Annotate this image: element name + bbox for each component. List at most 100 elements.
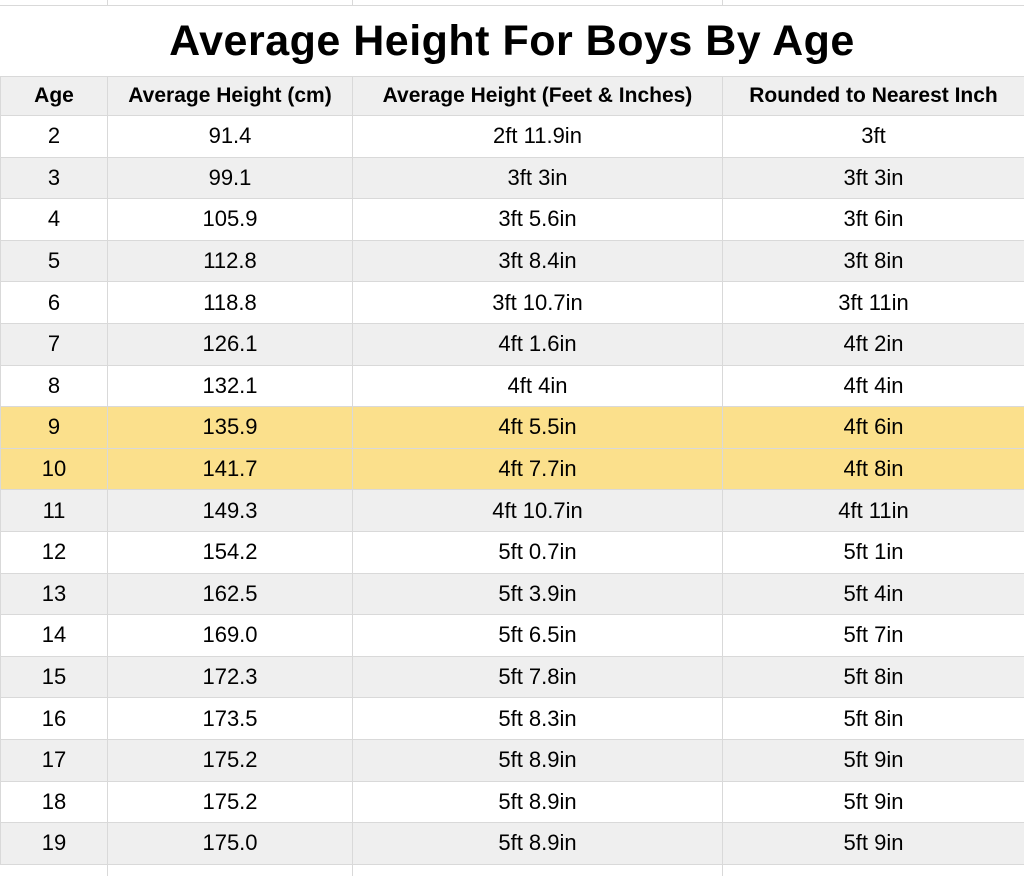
table-cell: 4ft 10.7in <box>352 489 723 532</box>
table-cell: 4ft 11in <box>722 489 1024 532</box>
table-cell: 3ft 10.7in <box>352 281 723 324</box>
table-cell: 175.2 <box>107 780 353 824</box>
table-row: 19 175.0 5ft 8.9in 5ft 9in <box>0 822 1024 865</box>
table-cell: 3ft 3in <box>352 156 723 200</box>
column-header-3: Rounded to Nearest Inch <box>722 76 1024 116</box>
table-cell: 5ft 0.7in <box>352 530 723 574</box>
table-cell: 118.8 <box>107 281 353 324</box>
bottom-row-remnant <box>0 864 1024 876</box>
table-cell: 4ft 1.6in <box>352 322 723 366</box>
table-cell: 12 <box>0 530 108 574</box>
cell-border-tick <box>722 864 723 876</box>
column-header-0: Age <box>0 76 108 116</box>
top-row-remnant <box>0 0 1024 6</box>
table-cell: 2ft 11.9in <box>352 115 723 158</box>
table-cell: 5ft 8in <box>722 655 1024 699</box>
cell-border-tick <box>352 864 353 876</box>
cell-border-tick <box>352 0 353 5</box>
table-cell: 4ft 2in <box>722 322 1024 366</box>
table-cell: 135.9 <box>107 406 353 449</box>
column-header-2: Average Height (Feet & Inches) <box>352 76 723 116</box>
table-cell: 175.0 <box>107 822 353 865</box>
table-cell: 5ft 9in <box>722 738 1024 782</box>
table-cell: 3 <box>0 156 108 200</box>
cell-border-tick <box>722 0 723 5</box>
table-cell: 5ft 8.9in <box>352 738 723 782</box>
table-cell: 126.1 <box>107 322 353 366</box>
table-cell: 4ft 4in <box>722 364 1024 408</box>
table-cell: 5ft 8in <box>722 697 1024 740</box>
table-cell: 3ft 5.6in <box>352 198 723 241</box>
table-cell: 3ft <box>722 115 1024 158</box>
table-cell: 175.2 <box>107 738 353 782</box>
table-cell: 9 <box>0 406 108 449</box>
table-row: 3 99.1 3ft 3in 3ft 3in <box>0 156 1024 200</box>
table-cell: 132.1 <box>107 364 353 408</box>
table-row: 15 172.3 5ft 7.8in 5ft 8in <box>0 655 1024 699</box>
table-row: 16 173.5 5ft 8.3in 5ft 8in <box>0 697 1024 740</box>
table-cell: 141.7 <box>107 447 353 491</box>
table-cell: 172.3 <box>107 655 353 699</box>
table-row: 2 91.4 2ft 11.9in 3ft <box>0 115 1024 158</box>
table-cell: 14 <box>0 614 108 657</box>
table-cell: 4 <box>0 198 108 241</box>
height-table: Age Average Height (cm) Average Height (Fe… <box>0 76 1024 865</box>
table-cell: 3ft 3in <box>722 156 1024 200</box>
table-row: 11 149.3 4ft 10.7in 4ft 11in <box>0 489 1024 532</box>
table-cell: 5ft 7.8in <box>352 655 723 699</box>
table-cell: 169.0 <box>107 614 353 657</box>
table-cell: 5ft 8.9in <box>352 822 723 865</box>
cell-border-tick <box>107 0 108 5</box>
table-cell: 3ft 11in <box>722 281 1024 324</box>
table-row: 18 175.2 5ft 8.9in 5ft 9in <box>0 780 1024 824</box>
table-row: 4 105.9 3ft 5.6in 3ft 6in <box>0 198 1024 241</box>
table-cell: 4ft 4in <box>352 364 723 408</box>
table-cell: 173.5 <box>107 697 353 740</box>
table-cell: 4ft 5.5in <box>352 406 723 449</box>
table-cell: 5ft 7in <box>722 614 1024 657</box>
column-header-1: Average Height (cm) <box>107 76 353 116</box>
table-cell: 3ft 8.4in <box>352 239 723 283</box>
table-cell: 15 <box>0 655 108 699</box>
table-row: 6 118.8 3ft 10.7in 3ft 11in <box>0 281 1024 324</box>
table-title: Average Height For Boys By Age <box>0 6 1024 76</box>
table-cell: 3ft 8in <box>722 239 1024 283</box>
table-cell: 5ft 1in <box>722 530 1024 574</box>
table-cell: 4ft 8in <box>722 447 1024 491</box>
table-cell: 16 <box>0 697 108 740</box>
table-row: 12 154.2 5ft 0.7in 5ft 1in <box>0 530 1024 574</box>
table-cell: 5ft 3.9in <box>352 572 723 616</box>
table-cell: 162.5 <box>107 572 353 616</box>
table-cell: 3ft 6in <box>722 198 1024 241</box>
table-row: 13 162.5 5ft 3.9in 5ft 4in <box>0 572 1024 616</box>
table-row: 5 112.8 3ft 8.4in 3ft 8in <box>0 239 1024 283</box>
table-row: 9 135.9 4ft 5.5in 4ft 6in <box>0 406 1024 449</box>
table-row: 14 169.0 5ft 6.5in 5ft 7in <box>0 614 1024 657</box>
table-cell: 5ft 6.5in <box>352 614 723 657</box>
table-cell: 10 <box>0 447 108 491</box>
table-cell: 6 <box>0 281 108 324</box>
table-row: 10 141.7 4ft 7.7in 4ft 8in <box>0 447 1024 491</box>
table-row: 7 126.1 4ft 1.6in 4ft 2in <box>0 322 1024 366</box>
table-cell: 17 <box>0 738 108 782</box>
table-cell: 19 <box>0 822 108 865</box>
table-cell: 11 <box>0 489 108 532</box>
table-row: 8 132.1 4ft 4in 4ft 4in <box>0 364 1024 408</box>
table-cell: 4ft 6in <box>722 406 1024 449</box>
table-cell: 5ft 9in <box>722 780 1024 824</box>
table-cell: 8 <box>0 364 108 408</box>
table-cell: 112.8 <box>107 239 353 283</box>
table-row: 17 175.2 5ft 8.9in 5ft 9in <box>0 738 1024 782</box>
table-cell: 7 <box>0 322 108 366</box>
table-cell: 4ft 7.7in <box>352 447 723 491</box>
table-cell: 5ft 4in <box>722 572 1024 616</box>
table-cell: 91.4 <box>107 115 353 158</box>
table-cell: 5ft 8.9in <box>352 780 723 824</box>
table-cell: 2 <box>0 115 108 158</box>
table-cell: 5ft 8.3in <box>352 697 723 740</box>
table-cell: 13 <box>0 572 108 616</box>
table-cell: 5 <box>0 239 108 283</box>
table-cell: 149.3 <box>107 489 353 532</box>
table-cell: 18 <box>0 780 108 824</box>
